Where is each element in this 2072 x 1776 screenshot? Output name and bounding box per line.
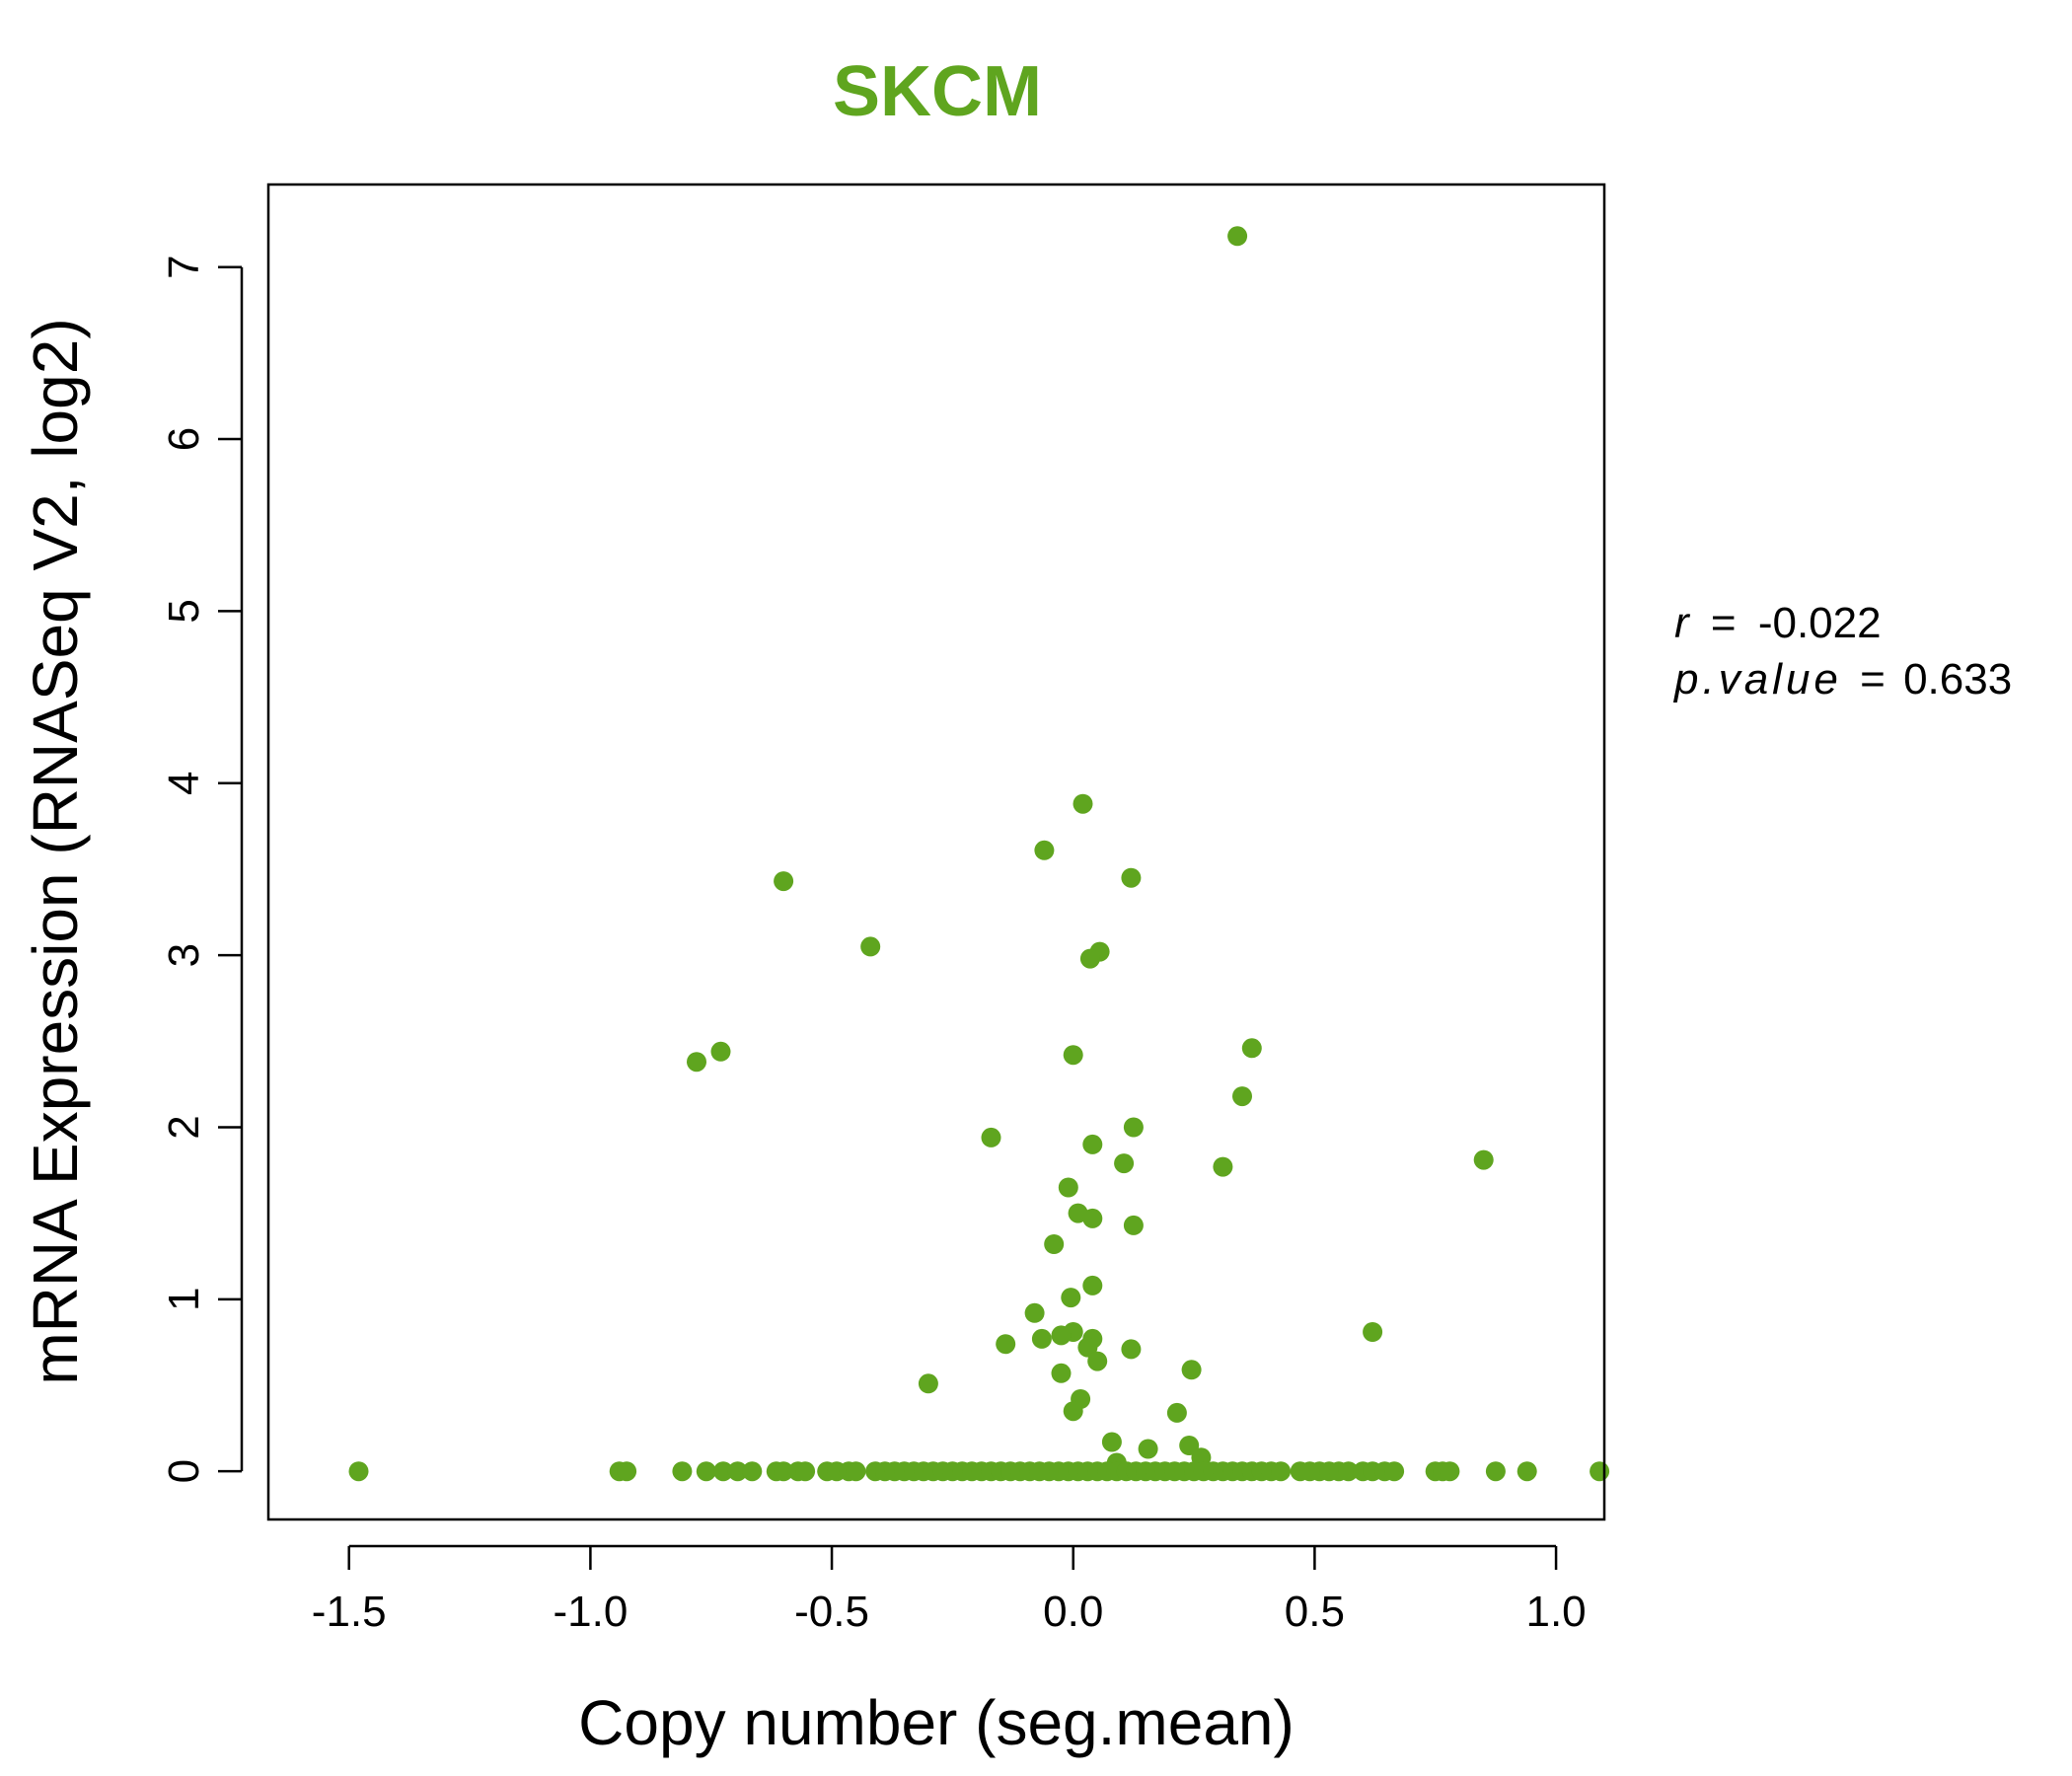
data-point-25 xyxy=(1061,1288,1081,1308)
data-point-26 xyxy=(1024,1302,1045,1323)
data-point-21 xyxy=(1082,1208,1103,1228)
data-point-62 xyxy=(846,1461,866,1482)
data-point-121 xyxy=(1590,1461,1610,1482)
y-tick-label: 2 xyxy=(160,1115,208,1139)
p-equals: = xyxy=(1860,655,1886,703)
data-point-42 xyxy=(1101,1432,1122,1452)
data-point-54 xyxy=(742,1461,763,1482)
data-point-47 xyxy=(348,1461,369,1482)
data-point-118 xyxy=(1440,1461,1460,1482)
data-point-0 xyxy=(1227,226,1248,247)
r-label: r xyxy=(1674,599,1691,647)
data-point-1 xyxy=(1073,793,1093,814)
data-point-40 xyxy=(1063,1401,1083,1422)
data-point-17 xyxy=(1114,1153,1135,1174)
data-point-22 xyxy=(1123,1215,1144,1235)
x-axis: -1.5 -1.0 -0.5 0.0 0.5 1.0 xyxy=(312,1544,1587,1636)
data-point-19 xyxy=(1058,1177,1078,1198)
data-point-119 xyxy=(1485,1461,1506,1482)
r-annotation: r = -0.022 xyxy=(1674,599,1882,647)
data-point-43 xyxy=(1179,1436,1200,1455)
data-point-24 xyxy=(1082,1275,1103,1295)
data-point-7 xyxy=(1079,948,1100,969)
x-tick-label: -1.0 xyxy=(553,1588,628,1636)
data-point-52 xyxy=(713,1461,733,1482)
data-point-50 xyxy=(672,1461,693,1482)
r-equals: = xyxy=(1711,599,1737,647)
y-tick-label: 4 xyxy=(160,772,208,795)
data-point-33 xyxy=(1077,1337,1098,1358)
data-point-23 xyxy=(1044,1234,1065,1254)
data-point-120 xyxy=(1517,1461,1537,1482)
stats-annotation: r = -0.022 p.value = 0.633 xyxy=(1672,599,2012,703)
y-tick-label: 3 xyxy=(160,943,208,967)
data-point-105 xyxy=(1271,1461,1292,1482)
plot-frame xyxy=(266,183,1606,1521)
x-tick-label: 0.5 xyxy=(1285,1588,1345,1636)
data-point-2 xyxy=(1034,840,1055,860)
data-point-41 xyxy=(1166,1402,1187,1423)
data-point-34 xyxy=(1121,1339,1142,1360)
data-point-12 xyxy=(1232,1086,1252,1107)
p-value: 0.633 xyxy=(1903,655,2012,703)
y-tick-label: 7 xyxy=(160,255,208,278)
data-point-18 xyxy=(1213,1156,1233,1177)
data-point-4 xyxy=(1121,867,1142,888)
y-tick-label: 5 xyxy=(160,599,208,623)
data-point-32 xyxy=(996,1334,1016,1355)
y-axis: 0 1 2 3 4 5 6 7 xyxy=(160,255,244,1483)
data-point-53 xyxy=(727,1461,748,1482)
x-tick-label: 0.0 xyxy=(1043,1588,1103,1636)
x-tick-label: -0.5 xyxy=(794,1588,869,1636)
data-point-58 xyxy=(795,1461,816,1482)
y-tick-label: 6 xyxy=(160,427,208,451)
data-point-28 xyxy=(1051,1325,1072,1346)
data-point-51 xyxy=(696,1461,716,1482)
x-tick-label: -1.5 xyxy=(312,1588,387,1636)
y-tick-label: 1 xyxy=(160,1288,208,1311)
data-point-14 xyxy=(981,1127,1001,1147)
data-point-13 xyxy=(1123,1117,1144,1138)
data-point-36 xyxy=(1181,1360,1202,1380)
data-point-111 xyxy=(1338,1461,1359,1482)
data-point-3 xyxy=(774,871,794,892)
y-axis-title: mRNA Expression (RNASeq V2, log2) xyxy=(20,318,91,1384)
x-tick-label: 1.0 xyxy=(1525,1588,1586,1636)
data-point-9 xyxy=(687,1052,706,1073)
data-point-10 xyxy=(1063,1045,1083,1066)
data-point-56 xyxy=(774,1461,794,1482)
data-point-44 xyxy=(1138,1439,1158,1459)
data-point-38 xyxy=(918,1373,938,1394)
data-point-15 xyxy=(1082,1134,1103,1154)
p-annotation: p.value = 0.633 xyxy=(1672,655,2012,703)
data-point-115 xyxy=(1384,1461,1405,1482)
x-axis-title: Copy number (seg.mean) xyxy=(578,1687,1295,1758)
data-point-49 xyxy=(617,1461,637,1482)
p-label: p.value xyxy=(1672,655,1842,703)
data-point-29 xyxy=(1363,1322,1383,1342)
chart-title: SKCM xyxy=(833,52,1042,131)
data-point-5 xyxy=(860,936,881,957)
data-point-35 xyxy=(1087,1351,1108,1371)
data-point-16 xyxy=(1473,1149,1494,1170)
y-tick-label: 0 xyxy=(160,1459,208,1483)
r-value: -0.022 xyxy=(1758,599,1882,647)
data-point-37 xyxy=(1051,1363,1072,1383)
data-point-30 xyxy=(1031,1328,1052,1349)
data-point-11 xyxy=(1241,1038,1262,1059)
data-point-8 xyxy=(710,1041,731,1062)
points-layer xyxy=(348,226,1610,1482)
